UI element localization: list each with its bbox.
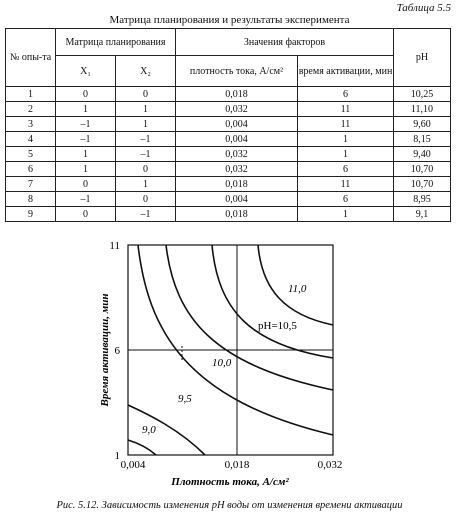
contour-label: pH=10,5 [258,320,297,332]
contour-line [257,244,334,326]
table-row: 4 –1 –1 0,004 1 8,15 [5,131,451,147]
table-row: 3 –1 1 0,004 11 9,60 [5,116,451,132]
table-cell: 0,018 [175,86,298,102]
contours [127,244,334,456]
table-cell: 8,15 [393,131,451,147]
table-cell: 1 [115,176,176,192]
table-cell: 9,60 [393,116,451,132]
table-cell: 1 [297,131,394,147]
table-cell: 1 [55,146,116,162]
table-cell: 0 [55,86,116,102]
table-cell: 6 [5,161,56,177]
contour-line [127,439,157,456]
table-cell: 10,70 [393,176,451,192]
table-cell: 11 [297,176,394,192]
y-tick-label: 11 [109,240,120,252]
table-cell: 0 [115,86,176,102]
table: № опы-та Матрица планирования Значения ф… [5,28,451,222]
contour-label: 11,0 [288,283,307,295]
table-cell: 6 [297,161,394,177]
table-row: 2 1 1 0,032 11 11,10 [5,101,451,117]
figure: 11 6 1 0,004 0,018 0,032 9,0 9,5 10,0 pH… [99,240,343,488]
contour-label: 9,5 [178,393,192,405]
table-cell: 0,004 [175,191,298,207]
contour-label: 9,0 [142,424,156,436]
table-cell: 5 [5,146,56,162]
table-body: 1 0 0 0,018 6 10,25 2 1 1 0,032 11 11,10 3 –1 1 0,004 11… [5,86,451,222]
table-cell: 0 [55,176,116,192]
table-cell: 6 [297,191,394,207]
table-cell: –1 [115,146,176,162]
contour-line [137,244,334,436]
header-cell: плотность тока, А/см² [175,55,298,87]
x-tick-label: 0,018 [225,459,250,471]
table-cell: 10,70 [393,161,451,177]
contour-line [211,244,334,359]
table-cell: 9,40 [393,146,451,162]
table-cell: 0,004 [175,116,298,132]
table-title: Матрица планирования и результаты экспер… [109,14,350,26]
header-cell: X₂ [115,55,176,87]
table-row: 1 0 0 0,018 6 10,25 [5,86,451,102]
contour-line [165,244,334,391]
table-cell: 4 [5,131,56,147]
x-tick-label: 0,004 [121,459,146,471]
header-cell: X₁ [55,55,116,87]
contour-label: 10,0 [212,357,232,369]
table-cell: –1 [115,206,176,222]
table-cell: –1 [55,191,116,207]
table-cell: 11 [297,116,394,132]
y-axis-title: Время активации, мин [99,294,111,408]
table-cell: –1 [115,131,176,147]
table-cell: 11 [297,101,394,117]
table-cell: 9,1 [393,206,451,222]
table-row: 5 1 –1 0,032 1 9,40 [5,146,451,162]
table-cell: 1 [55,101,116,117]
table-cell: 0,004 [175,131,298,147]
table-cell: 11,10 [393,101,451,117]
table-cell: 0 [115,191,176,207]
table-cell: 0,018 [175,206,298,222]
table-cell: 8,95 [393,191,451,207]
table-cell: 1 [297,206,394,222]
table-cell: 0,032 [175,101,298,117]
table-row: 6 1 0 0,032 6 10,70 [5,161,451,177]
table-cell: 1 [55,161,116,177]
header-cell: Матрица планирования [55,28,176,56]
table-cell: 0 [115,161,176,177]
table-cell: 1 [115,116,176,132]
x-axis-title: Плотность тока, А/см² [170,476,289,488]
x-tick-label: 0,032 [318,459,343,471]
table-row: 9 0 –1 0,018 1 9,1 [5,206,451,222]
table-row: 8 –1 0 0,004 6 8,95 [5,191,451,207]
table-cell: –1 [55,131,116,147]
table-cell: 0,032 [175,146,298,162]
header-cell: время активации, мин [297,55,394,87]
header-cell: Значения факторов [175,28,394,56]
table-cell: –1 [55,116,116,132]
contour-line [127,404,206,456]
table-cell: 9 [5,206,56,222]
table-cell: 1 [115,101,176,117]
table-cell: 2 [5,101,56,117]
header-cell: pH [393,28,451,87]
table-cell: 10,25 [393,86,451,102]
table-cell: 1 [5,86,56,102]
table-cell: 1 [297,146,394,162]
table-row: 7 0 1 0,018 11 10,70 [5,176,451,192]
table-cell: 6 [297,86,394,102]
y-tick-label: 6 [115,345,121,357]
table-cell: 7 [5,176,56,192]
table-label: Таблица 5.5 [396,2,451,14]
table-cell: 0,032 [175,161,298,177]
header-cell: № опы-та [5,28,56,87]
figure-caption: Рис. 5.12. Зависимость изменения pH воды… [56,500,403,511]
y-tick-label: 1 [115,450,121,462]
table-cell: 3 [5,116,56,132]
table-cell: 8 [5,191,56,207]
table-cell: 0 [55,206,116,222]
table-cell: 0,018 [175,176,298,192]
